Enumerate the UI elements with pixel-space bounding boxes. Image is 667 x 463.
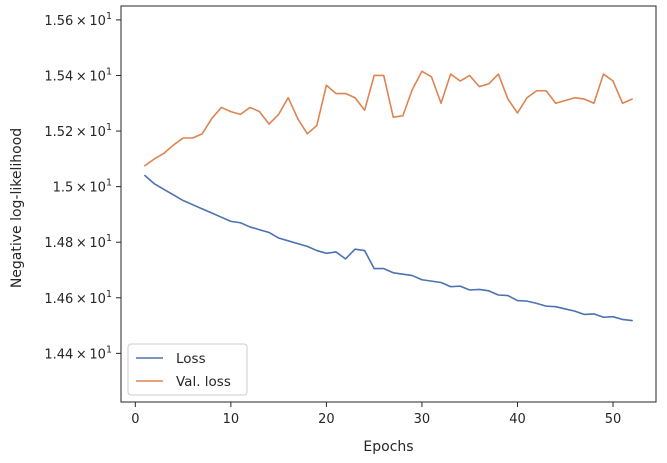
plot-area (120, 5, 657, 403)
legend: Loss Val. loss (127, 343, 248, 396)
y-tick-times: × (73, 125, 89, 140)
y-tick-times: × (73, 292, 89, 307)
y-tick-label: 1.52 × 101 (44, 122, 112, 140)
x-tick-label: 0 (131, 412, 139, 427)
y-tick-base: 10 (89, 181, 106, 196)
y-tick-times: × (73, 181, 89, 196)
y-tick-base: 10 (89, 347, 106, 362)
y-tick-mantissa: 1.48 (44, 236, 73, 251)
legend-label-loss: Loss (176, 351, 206, 367)
legend-label-val-loss: Val. loss (176, 374, 231, 390)
y-tick-label: 1.5 × 101 (53, 178, 112, 196)
y-tick-exponent: 1 (106, 233, 112, 244)
x-tick-label: 30 (414, 412, 431, 427)
y-tick-exponent: 1 (106, 178, 112, 189)
y-tick-mantissa: 1.5 (53, 181, 74, 196)
series-line-val-loss (144, 70, 633, 167)
y-tick-mantissa: 1.52 (44, 125, 73, 140)
x-tick-label: 50 (605, 412, 622, 427)
y-tick-exponent: 1 (106, 122, 112, 133)
y-tick-exponent: 1 (106, 289, 112, 300)
x-tick-label: 10 (223, 412, 240, 427)
y-tick-base: 10 (89, 125, 106, 140)
y-tick-times: × (73, 236, 89, 251)
y-tick-times: × (73, 69, 89, 84)
y-tick-base: 10 (89, 14, 106, 29)
series-lines (144, 70, 633, 322)
y-tick-mantissa: 1.44 (44, 347, 73, 362)
y-tick-label: 1.54 × 101 (44, 66, 112, 84)
y-tick-base: 10 (89, 236, 106, 251)
y-tick-exponent: 1 (106, 66, 112, 77)
y-tick-label: 1.46 × 101 (44, 289, 112, 307)
y-axis-label: Negative log-likelihood (9, 128, 25, 288)
x-tick-label: 20 (318, 412, 335, 427)
y-tick-mantissa: 1.54 (44, 69, 73, 84)
y-tick-mantissa: 1.46 (44, 292, 73, 307)
series-line-loss (144, 174, 633, 322)
y-tick-exponent: 1 (106, 344, 112, 355)
y-tick-times: × (73, 347, 89, 362)
x-axis: 0 10 20 30 40 50 (131, 402, 621, 427)
y-tick-base: 10 (89, 69, 106, 84)
y-tick-label: 1.48 × 101 (44, 233, 112, 251)
y-tick-label: 1.44 × 101 (44, 344, 112, 362)
y-tick-mantissa: 1.56 (44, 14, 73, 29)
y-tick-label: 1.56 × 101 (44, 11, 112, 29)
y-tick-exponent: 1 (106, 11, 112, 22)
x-tick-label: 40 (509, 412, 526, 427)
x-axis-label: Epochs (363, 439, 413, 455)
y-tick-times: × (73, 14, 89, 29)
legend-box (127, 343, 248, 396)
y-tick-base: 10 (89, 292, 106, 307)
